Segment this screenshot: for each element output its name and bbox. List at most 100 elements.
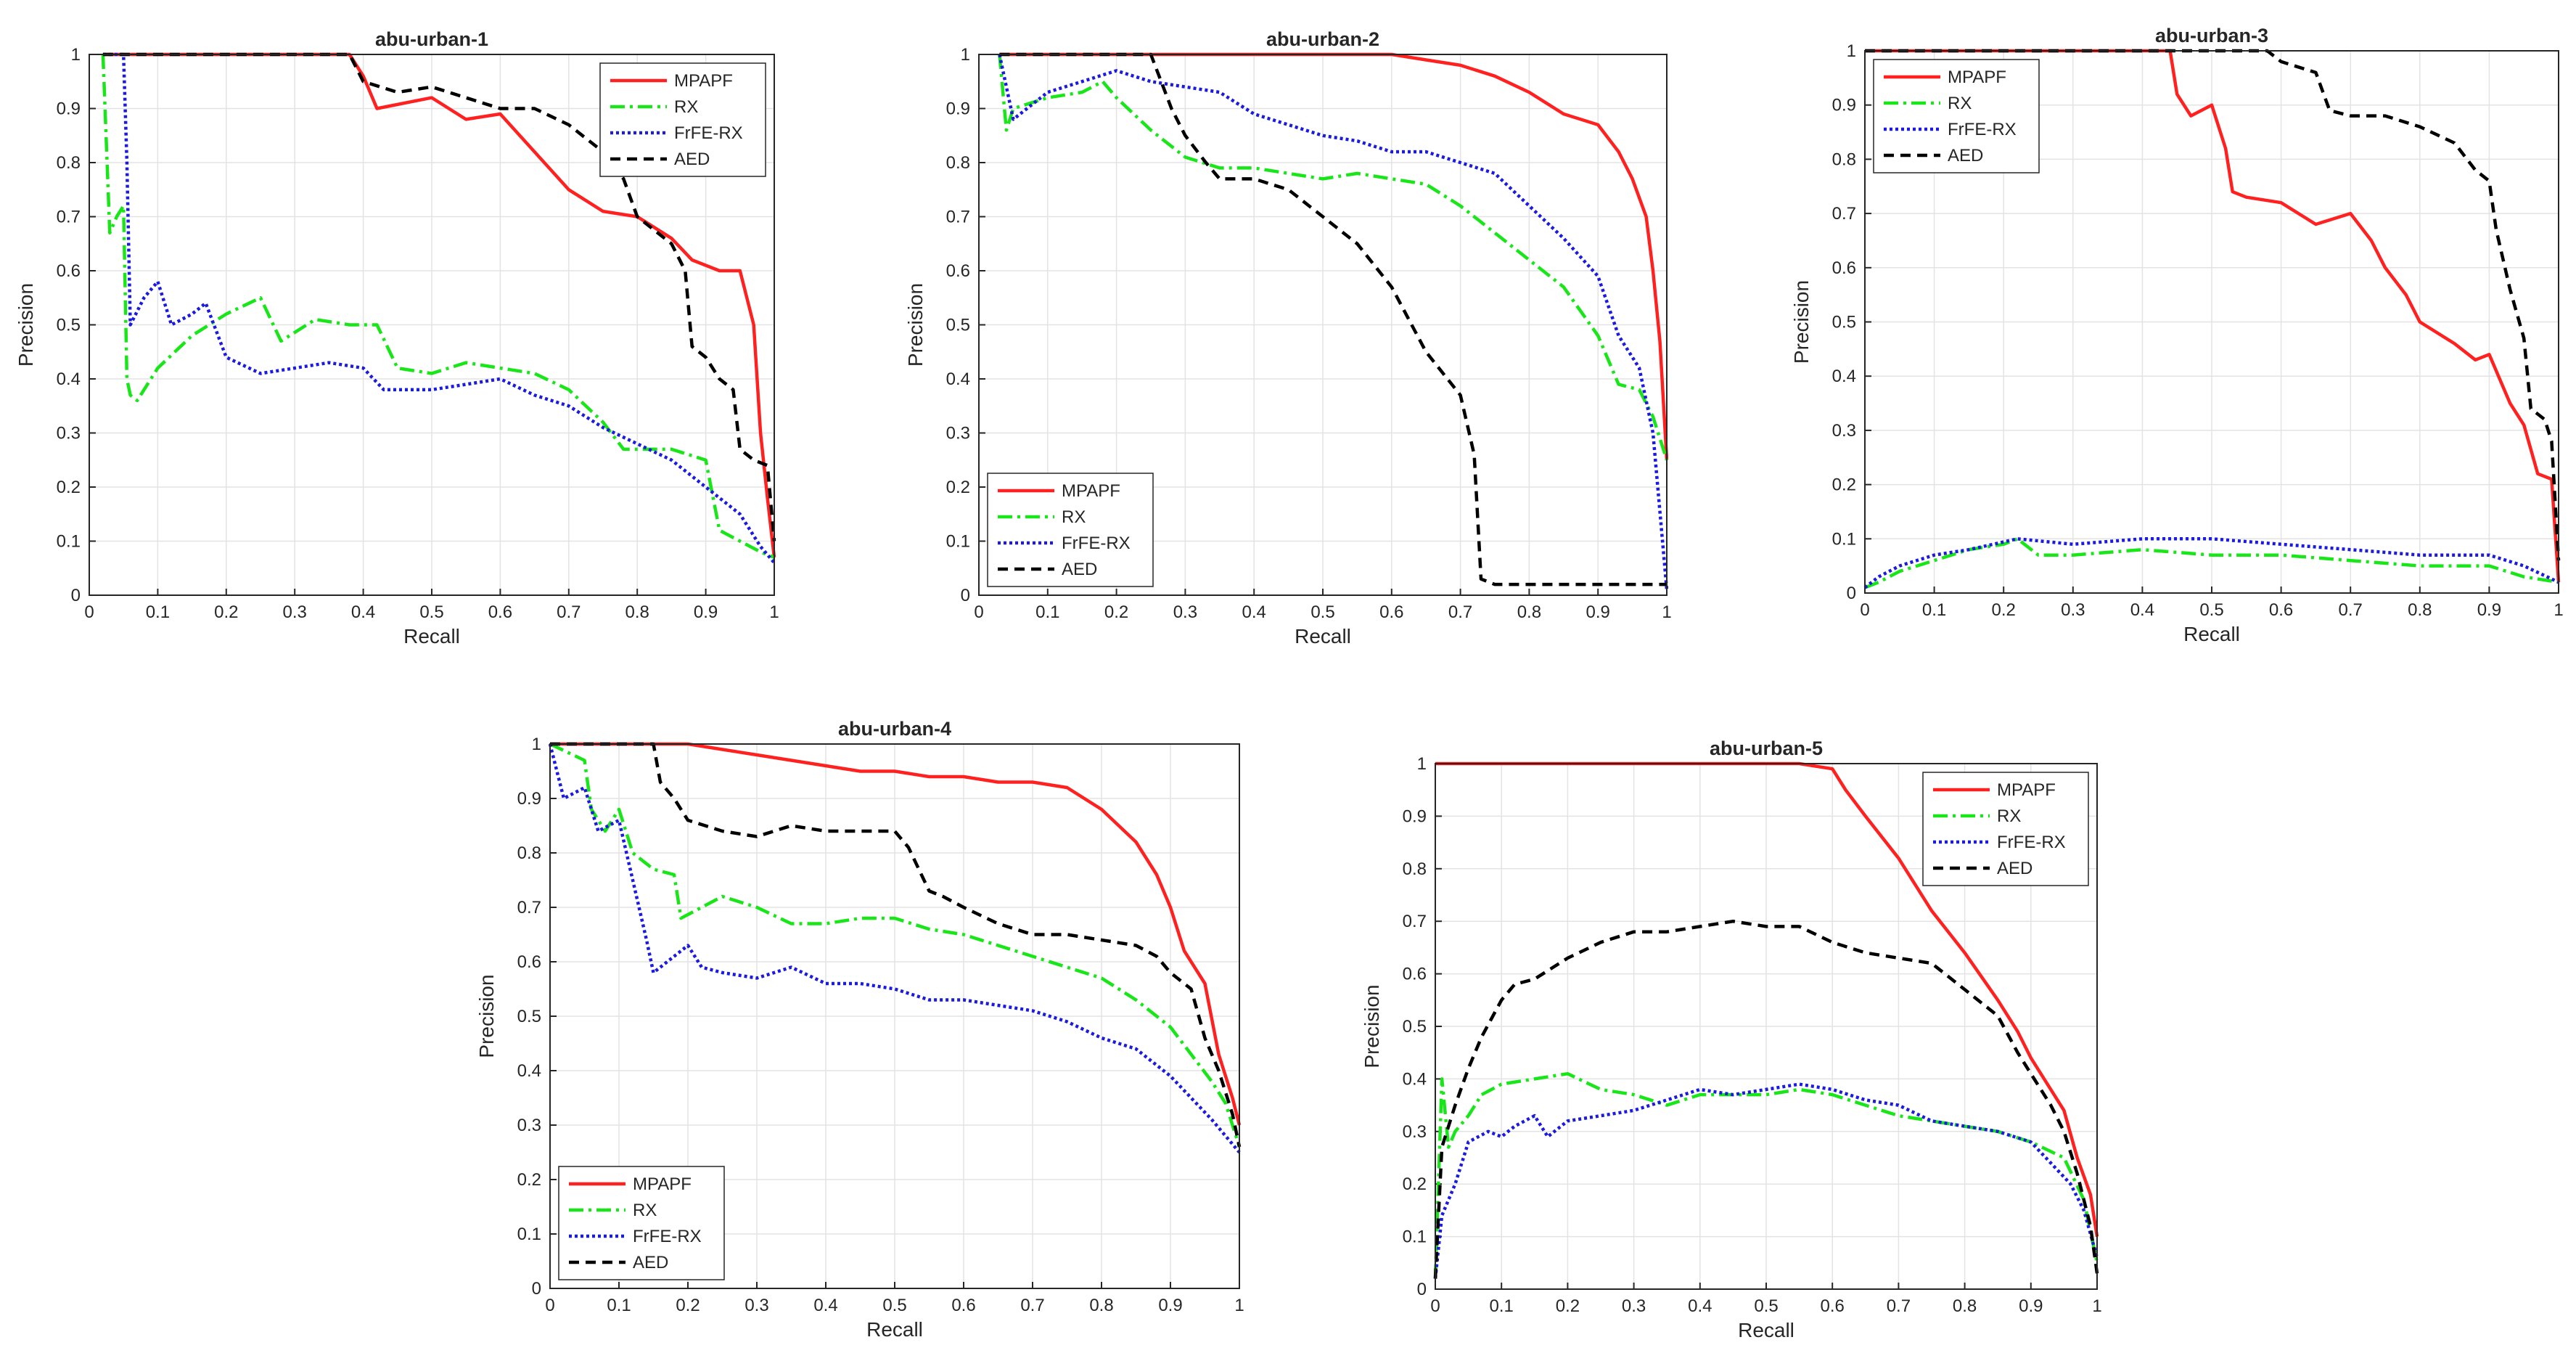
chart-title: abu-urban-2 xyxy=(1266,28,1379,50)
x-tick-label: 0.4 xyxy=(351,602,375,622)
x-tick-label: 0 xyxy=(84,602,94,622)
y-axis-label: Precision xyxy=(15,283,37,367)
x-tick-label: 1 xyxy=(1662,602,1671,622)
y-tick-label: 1 xyxy=(961,45,970,65)
y-tick-label: 0.8 xyxy=(1403,859,1427,879)
x-axis-label: Recall xyxy=(1295,625,1351,647)
chart-panel-2: 0 0.1 0.2 0.3 0.4 0.5 0.6 0.7 0.8 0.9 1 0 0.1 0.2 0.3 0… xyxy=(904,28,1672,647)
x-tick-label: 1 xyxy=(2554,600,2563,620)
y-tick-label: 0.4 xyxy=(946,369,970,389)
y-tick-label: 0.1 xyxy=(517,1225,541,1244)
y-tick-label: 0.5 xyxy=(946,316,970,335)
series-line-mpapf xyxy=(102,52,776,558)
y-axis-label: Precision xyxy=(1361,984,1383,1068)
x-axis-label: Recall xyxy=(2183,623,2240,645)
y-tick-label: 0.6 xyxy=(1832,258,1856,278)
legend-label: FrFE-RX xyxy=(674,123,743,143)
legend: MPAPF RX FrFE-RX AED xyxy=(1873,59,2040,173)
chart-title: abu-urban-5 xyxy=(1710,737,1823,759)
y-tick-label: 0.3 xyxy=(517,1116,541,1135)
y-tick-label: 0.2 xyxy=(946,478,970,497)
x-tick-label: 0.4 xyxy=(1242,602,1266,622)
series-line-rx xyxy=(549,742,1242,1148)
y-tick-label: 0.2 xyxy=(1403,1174,1427,1194)
legend-label: RX xyxy=(674,97,698,117)
axes-frame xyxy=(549,743,1240,1289)
y-tick-label: 1 xyxy=(532,735,541,754)
axes-frame xyxy=(1435,763,2098,1290)
y-tick-label: 0.7 xyxy=(57,208,81,227)
y-tick-label: 0.2 xyxy=(517,1170,541,1190)
chart-title: abu-urban-3 xyxy=(2155,25,2268,46)
x-tick-label: 0.5 xyxy=(2199,600,2223,620)
legend-label: RX xyxy=(1997,806,2021,826)
x-tick-label: 0 xyxy=(1860,600,1869,620)
axes-frame xyxy=(1864,50,2559,594)
y-tick-label: 0.6 xyxy=(1403,965,1427,984)
x-tick-label: 0.9 xyxy=(2019,1296,2043,1316)
x-tick-label: 0.2 xyxy=(1104,602,1128,622)
x-tick-label: 0.6 xyxy=(2269,600,2293,620)
series-line-frfe-rx xyxy=(998,54,1669,590)
y-tick-label: 0 xyxy=(532,1279,541,1299)
y-tick-label: 0.3 xyxy=(1403,1122,1427,1142)
y-tick-label: 0.6 xyxy=(57,261,81,281)
x-tick-label: 0.1 xyxy=(1922,600,1946,620)
x-tick-label: 0.5 xyxy=(419,602,443,622)
series-line-frfe-rx xyxy=(102,52,776,564)
y-tick-label: 0.8 xyxy=(57,153,81,173)
x-tick-label: 0.9 xyxy=(1586,602,1610,622)
y-tick-label: 0.9 xyxy=(57,99,81,119)
legend-label: FrFE-RX xyxy=(1948,120,2017,139)
x-tick-label: 0 xyxy=(974,602,983,622)
y-tick-label: 0.9 xyxy=(517,789,541,809)
x-tick-label: 0.6 xyxy=(1379,602,1403,622)
y-tick-label: 0.5 xyxy=(1832,313,1856,332)
x-tick-label: 0.3 xyxy=(283,602,307,622)
y-tick-label: 0.3 xyxy=(1832,421,1856,441)
x-tick-label: 0.1 xyxy=(1035,602,1059,622)
legend-label: AED xyxy=(633,1253,668,1272)
y-tick-label: 0.2 xyxy=(1832,475,1856,495)
x-tick-label: 0.3 xyxy=(1622,1296,1646,1316)
legend-label: FrFE-RX xyxy=(1062,534,1131,553)
y-axis-label: Precision xyxy=(904,283,927,367)
y-tick-label: 0.1 xyxy=(946,532,970,552)
y-tick-label: 0.6 xyxy=(946,261,970,281)
series-line-rx xyxy=(1864,537,2559,589)
legend-label: RX xyxy=(1948,94,1972,113)
legend-label: AED xyxy=(1062,560,1097,579)
y-tick-label: 0.7 xyxy=(1832,204,1856,224)
y-axis-label: Precision xyxy=(1790,280,1813,364)
x-axis-label: Recall xyxy=(866,1318,923,1341)
x-tick-label: 0.3 xyxy=(745,1296,768,1315)
series-line-frfe-rx xyxy=(1863,537,2559,589)
legend-label: MPAPF xyxy=(1062,481,1120,501)
x-tick-label: 0.8 xyxy=(1089,1296,1113,1315)
y-tick-label: 0.6 xyxy=(517,952,541,972)
series-line-rx xyxy=(101,54,775,559)
y-tick-label: 0 xyxy=(71,586,81,605)
x-tick-label: 0.2 xyxy=(214,602,238,622)
series-line-aed xyxy=(999,52,1667,587)
legend-label: AED xyxy=(1997,859,2033,878)
axes-frame xyxy=(89,54,775,596)
y-tick-label: 0.4 xyxy=(517,1061,541,1081)
y-tick-label: 0.5 xyxy=(517,1007,541,1026)
x-tick-label: 0.4 xyxy=(2130,600,2154,620)
x-tick-label: 0.2 xyxy=(676,1296,700,1315)
y-tick-label: 0.2 xyxy=(57,478,81,497)
series-line-mpapf xyxy=(999,52,1669,460)
y-tick-label: 0.3 xyxy=(57,424,81,444)
x-tick-label: 0.5 xyxy=(1310,602,1334,622)
y-tick-label: 0.9 xyxy=(946,99,970,119)
x-tick-label: 1 xyxy=(769,602,779,622)
x-tick-label: 0.1 xyxy=(146,602,170,622)
x-tick-label: 0.9 xyxy=(1158,1296,1182,1315)
chart-panel-3: 0 0.1 0.2 0.3 0.4 0.5 0.6 0.7 0.8 0.9 1 0 0.1 0.2 0.3 0… xyxy=(1790,25,2564,645)
y-tick-label: 0.1 xyxy=(1832,529,1856,549)
x-tick-label: 0 xyxy=(1430,1296,1440,1316)
x-tick-label: 0.9 xyxy=(694,602,718,622)
x-tick-label: 0.5 xyxy=(1754,1296,1778,1316)
y-tick-label: 0.5 xyxy=(1403,1017,1427,1037)
